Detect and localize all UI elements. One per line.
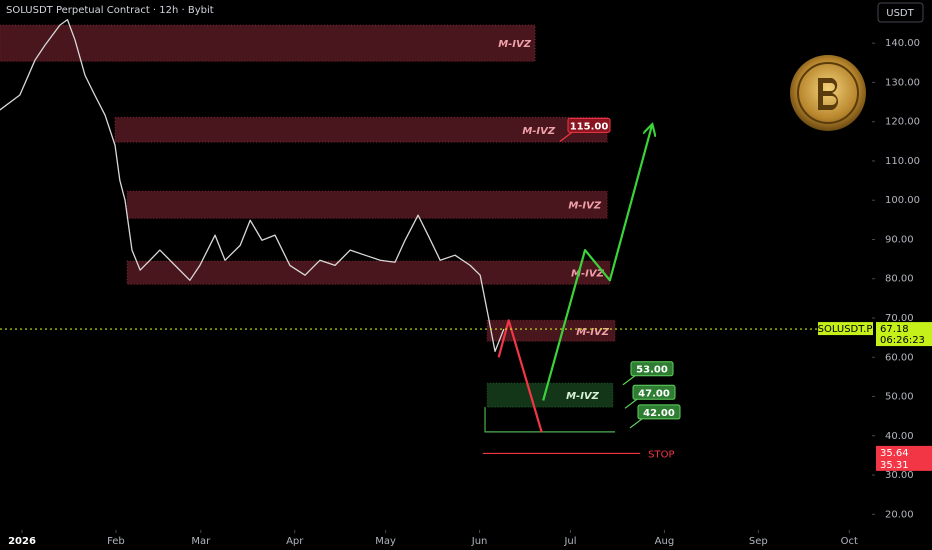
symbol-box: [818, 322, 873, 336]
zone: [126, 190, 608, 219]
y-tick-label: 20.00: [885, 509, 914, 520]
countdown-label: 06:26:23: [880, 335, 925, 346]
y-tick-label: 100.00: [885, 195, 920, 206]
callout-box: [632, 384, 676, 400]
zone: [486, 382, 614, 408]
zone: [0, 24, 536, 62]
y-tick-label: 130.00: [885, 77, 920, 88]
zone-label: M-IVZ: [522, 126, 556, 137]
x-tick-label: Oct: [841, 536, 858, 547]
stop-label: STOP: [648, 449, 674, 460]
zone-label: M-IVZ: [571, 269, 605, 280]
y-tick-label: 110.00: [885, 156, 920, 167]
projection-line: [542, 125, 652, 401]
plot: M-IVZ M-IVZ M-IVZ M-IVZ M-IVZ M-IVZ STOP 115.00…: [0, 18, 872, 460]
callout-label: 42.00: [643, 408, 675, 419]
zone-label: M-IVZ: [566, 391, 600, 402]
x-tick-label: Jul: [563, 536, 576, 547]
logo-ring: [797, 62, 859, 124]
x-tick-label: Mar: [191, 536, 211, 547]
y-tick-label: 80.00: [885, 274, 914, 285]
x-tick-label: Feb: [107, 536, 125, 547]
y-tick-label: 140.00: [885, 38, 920, 49]
stop-price-label: 35.31: [880, 460, 909, 471]
chart-title: SOLUSDT Perpetual Contract · 12h · Bybit: [6, 5, 214, 16]
stop-price-box: [876, 445, 932, 471]
y-tick-label: 70.00: [885, 313, 914, 324]
callout-label: 53.00: [636, 365, 668, 376]
x-tick-label: 2026: [8, 536, 36, 547]
x-tick-label: Aug: [655, 536, 675, 547]
y-tick-label: 120.00: [885, 117, 920, 128]
y-tick-label: 30.00: [885, 470, 914, 481]
stop-price-label: 35.64: [880, 448, 909, 459]
support-box: [484, 407, 616, 433]
logo-symbol: [818, 78, 839, 110]
y-tick-label: 60.00: [885, 352, 914, 363]
currency-button[interactable]: [877, 2, 924, 23]
x-tick-label: Apr: [286, 536, 304, 547]
zone: [486, 319, 616, 342]
zone-label: M-IVZ: [498, 39, 532, 50]
y-tick-label: 90.00: [885, 234, 914, 245]
x-tick-label: Jun: [471, 536, 488, 547]
logo: [790, 55, 866, 131]
price-label: 67.18: [880, 324, 909, 335]
callout-label: 47.00: [638, 388, 670, 399]
y-tick-label: 40.00: [885, 431, 914, 442]
callout-pointer: [622, 375, 636, 386]
price-line: [0, 18, 505, 353]
callout-pointer: [629, 418, 643, 429]
x-tick-label: May: [375, 536, 396, 547]
x-tick-label: Sep: [749, 536, 768, 547]
callout-box: [630, 361, 674, 377]
price-box: [876, 322, 932, 347]
currency-label: USDT: [886, 8, 914, 19]
symbol-label: SOLUSDT.P: [818, 324, 873, 335]
callout-pointer: [624, 398, 638, 409]
zone-label: M-IVZ: [576, 327, 610, 338]
callout-pointer: [559, 131, 573, 142]
callout-box: [637, 404, 681, 420]
projection-line: [497, 319, 543, 433]
y-tick-label: 50.00: [885, 392, 914, 403]
callout-label: 115.00: [570, 121, 609, 132]
zone-label: M-IVZ: [568, 201, 602, 212]
callout-box: [567, 117, 611, 133]
zone: [126, 260, 611, 285]
